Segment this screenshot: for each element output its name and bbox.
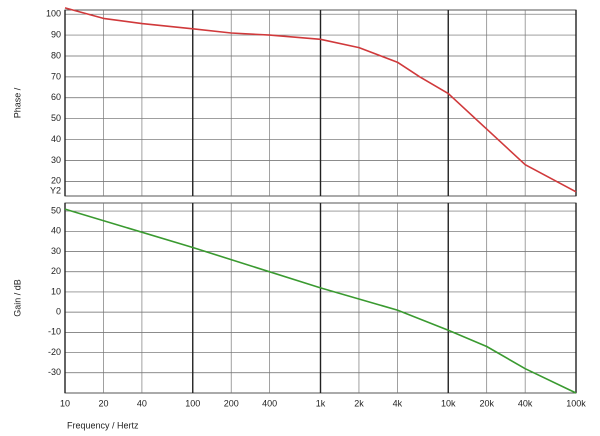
y-tick-label: 80 bbox=[51, 50, 61, 60]
y-tick-label: 40 bbox=[51, 226, 61, 236]
x-tick-label: 2k bbox=[354, 398, 364, 408]
x-tick-label: 10 bbox=[60, 398, 70, 408]
x-tick-label: 20k bbox=[479, 398, 494, 408]
y-tick-label: -20 bbox=[48, 347, 61, 357]
series-line bbox=[64, 208, 577, 394]
y-tick-label: 70 bbox=[51, 71, 61, 81]
y-tick-label: 60 bbox=[51, 92, 61, 102]
y-tick-label: 100 bbox=[46, 9, 61, 19]
y-tick-label: 40 bbox=[51, 134, 61, 144]
series-line bbox=[64, 7, 577, 193]
x-tick-label: 200 bbox=[224, 398, 239, 408]
y-tick-label: 0 bbox=[56, 307, 61, 317]
y-tick-label: 10 bbox=[51, 286, 61, 296]
x-tick-label: 40 bbox=[137, 398, 147, 408]
x-tick-label: 20 bbox=[98, 398, 108, 408]
x-tick-label: 40k bbox=[518, 398, 533, 408]
y-tick-label: 30 bbox=[51, 246, 61, 256]
x-tick-label: 100 bbox=[185, 398, 200, 408]
y-tick-label: 50 bbox=[51, 205, 61, 215]
annotation: Y2 bbox=[50, 185, 61, 195]
x-axis-label: Frequency / Hertz bbox=[67, 420, 139, 430]
x-tick-label: 100k bbox=[566, 398, 586, 408]
x-tick-label: 10k bbox=[441, 398, 456, 408]
y-axis-label: Gain / dB bbox=[12, 279, 22, 317]
y-tick-label: 20 bbox=[51, 266, 61, 276]
x-tick-label: 4k bbox=[393, 398, 403, 408]
y-tick-label: -10 bbox=[48, 327, 61, 337]
y-tick-label: 90 bbox=[51, 29, 61, 39]
y-tick-label: 50 bbox=[51, 113, 61, 123]
y-tick-label: 20 bbox=[51, 176, 61, 186]
y-tick-label: -30 bbox=[48, 367, 61, 377]
x-tick-label: 400 bbox=[262, 398, 277, 408]
y-tick-label: 30 bbox=[51, 155, 61, 165]
y-axis-label: Phase / bbox=[12, 87, 22, 118]
x-tick-label: 1k bbox=[316, 398, 326, 408]
